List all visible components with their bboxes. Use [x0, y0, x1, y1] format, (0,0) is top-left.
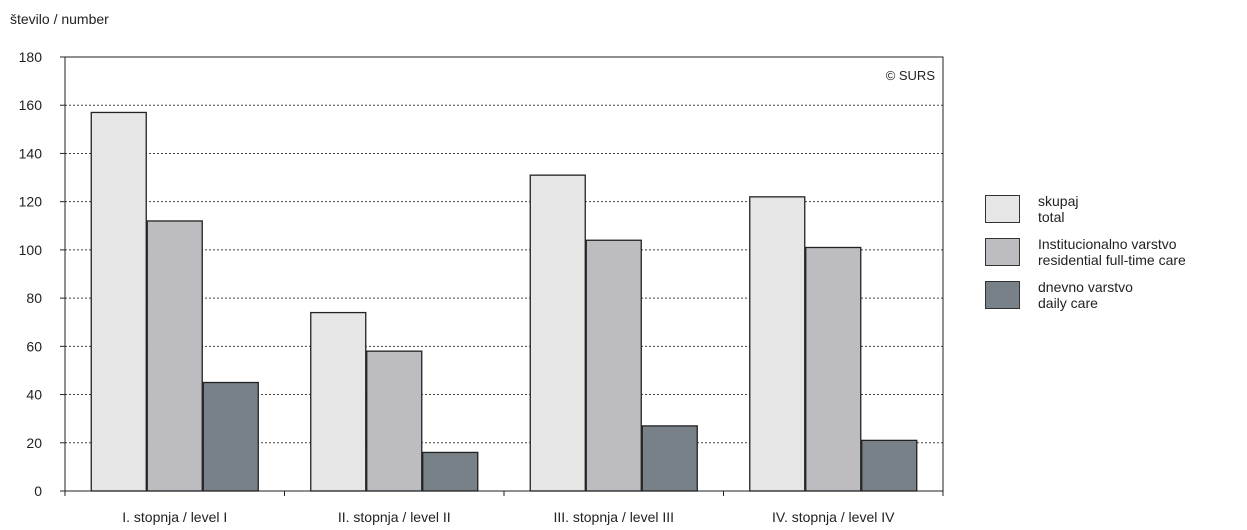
x-tick-label: II. stopnja / level II — [338, 509, 451, 525]
legend-item-residential: Institucionalno varstvo residential full… — [985, 236, 1186, 268]
x-tick-label: IV. stopnja / level IV — [772, 509, 895, 525]
y-tick-label: 180 — [19, 49, 43, 65]
legend-swatch-total — [985, 195, 1020, 223]
legend-label-residential: Institucionalno varstvo residential full… — [1038, 236, 1186, 268]
legend: skupaj total Institucionalno varstvo res… — [985, 193, 1186, 322]
y-tick-label: 80 — [26, 290, 42, 306]
bar — [749, 196, 806, 492]
copyright-label: © SURS — [886, 68, 936, 83]
legend-label-total: skupaj total — [1038, 193, 1079, 225]
y-tick-label: 40 — [26, 387, 42, 403]
bar — [529, 174, 586, 492]
y-axis-title: število / number — [10, 11, 109, 27]
bar — [202, 381, 259, 492]
legend-item-daily: dnevno varstvo daily care — [985, 279, 1186, 311]
bar — [90, 111, 147, 492]
y-tick-label: 140 — [19, 145, 43, 161]
bar — [861, 439, 918, 492]
bar — [585, 239, 642, 492]
legend-item-total: skupaj total — [985, 193, 1186, 225]
bar — [310, 311, 367, 492]
legend-swatch-residential — [985, 238, 1020, 266]
x-tick-label: I. stopnja / level I — [122, 509, 227, 525]
bar — [422, 451, 479, 492]
x-tick-label: III. stopnja / level III — [553, 509, 674, 525]
y-tick-label: 0 — [34, 483, 42, 499]
y-tick-label: 100 — [19, 242, 43, 258]
legend-label-daily: dnevno varstvo daily care — [1038, 279, 1133, 311]
y-tick-label: 60 — [26, 338, 42, 354]
bar — [366, 350, 423, 492]
y-tick-label: 20 — [26, 435, 42, 451]
bar — [146, 220, 203, 492]
y-tick-label: 120 — [19, 194, 43, 210]
y-tick-label: 160 — [19, 97, 43, 113]
bar — [805, 246, 862, 492]
legend-swatch-daily — [985, 281, 1020, 309]
bar — [641, 425, 698, 492]
